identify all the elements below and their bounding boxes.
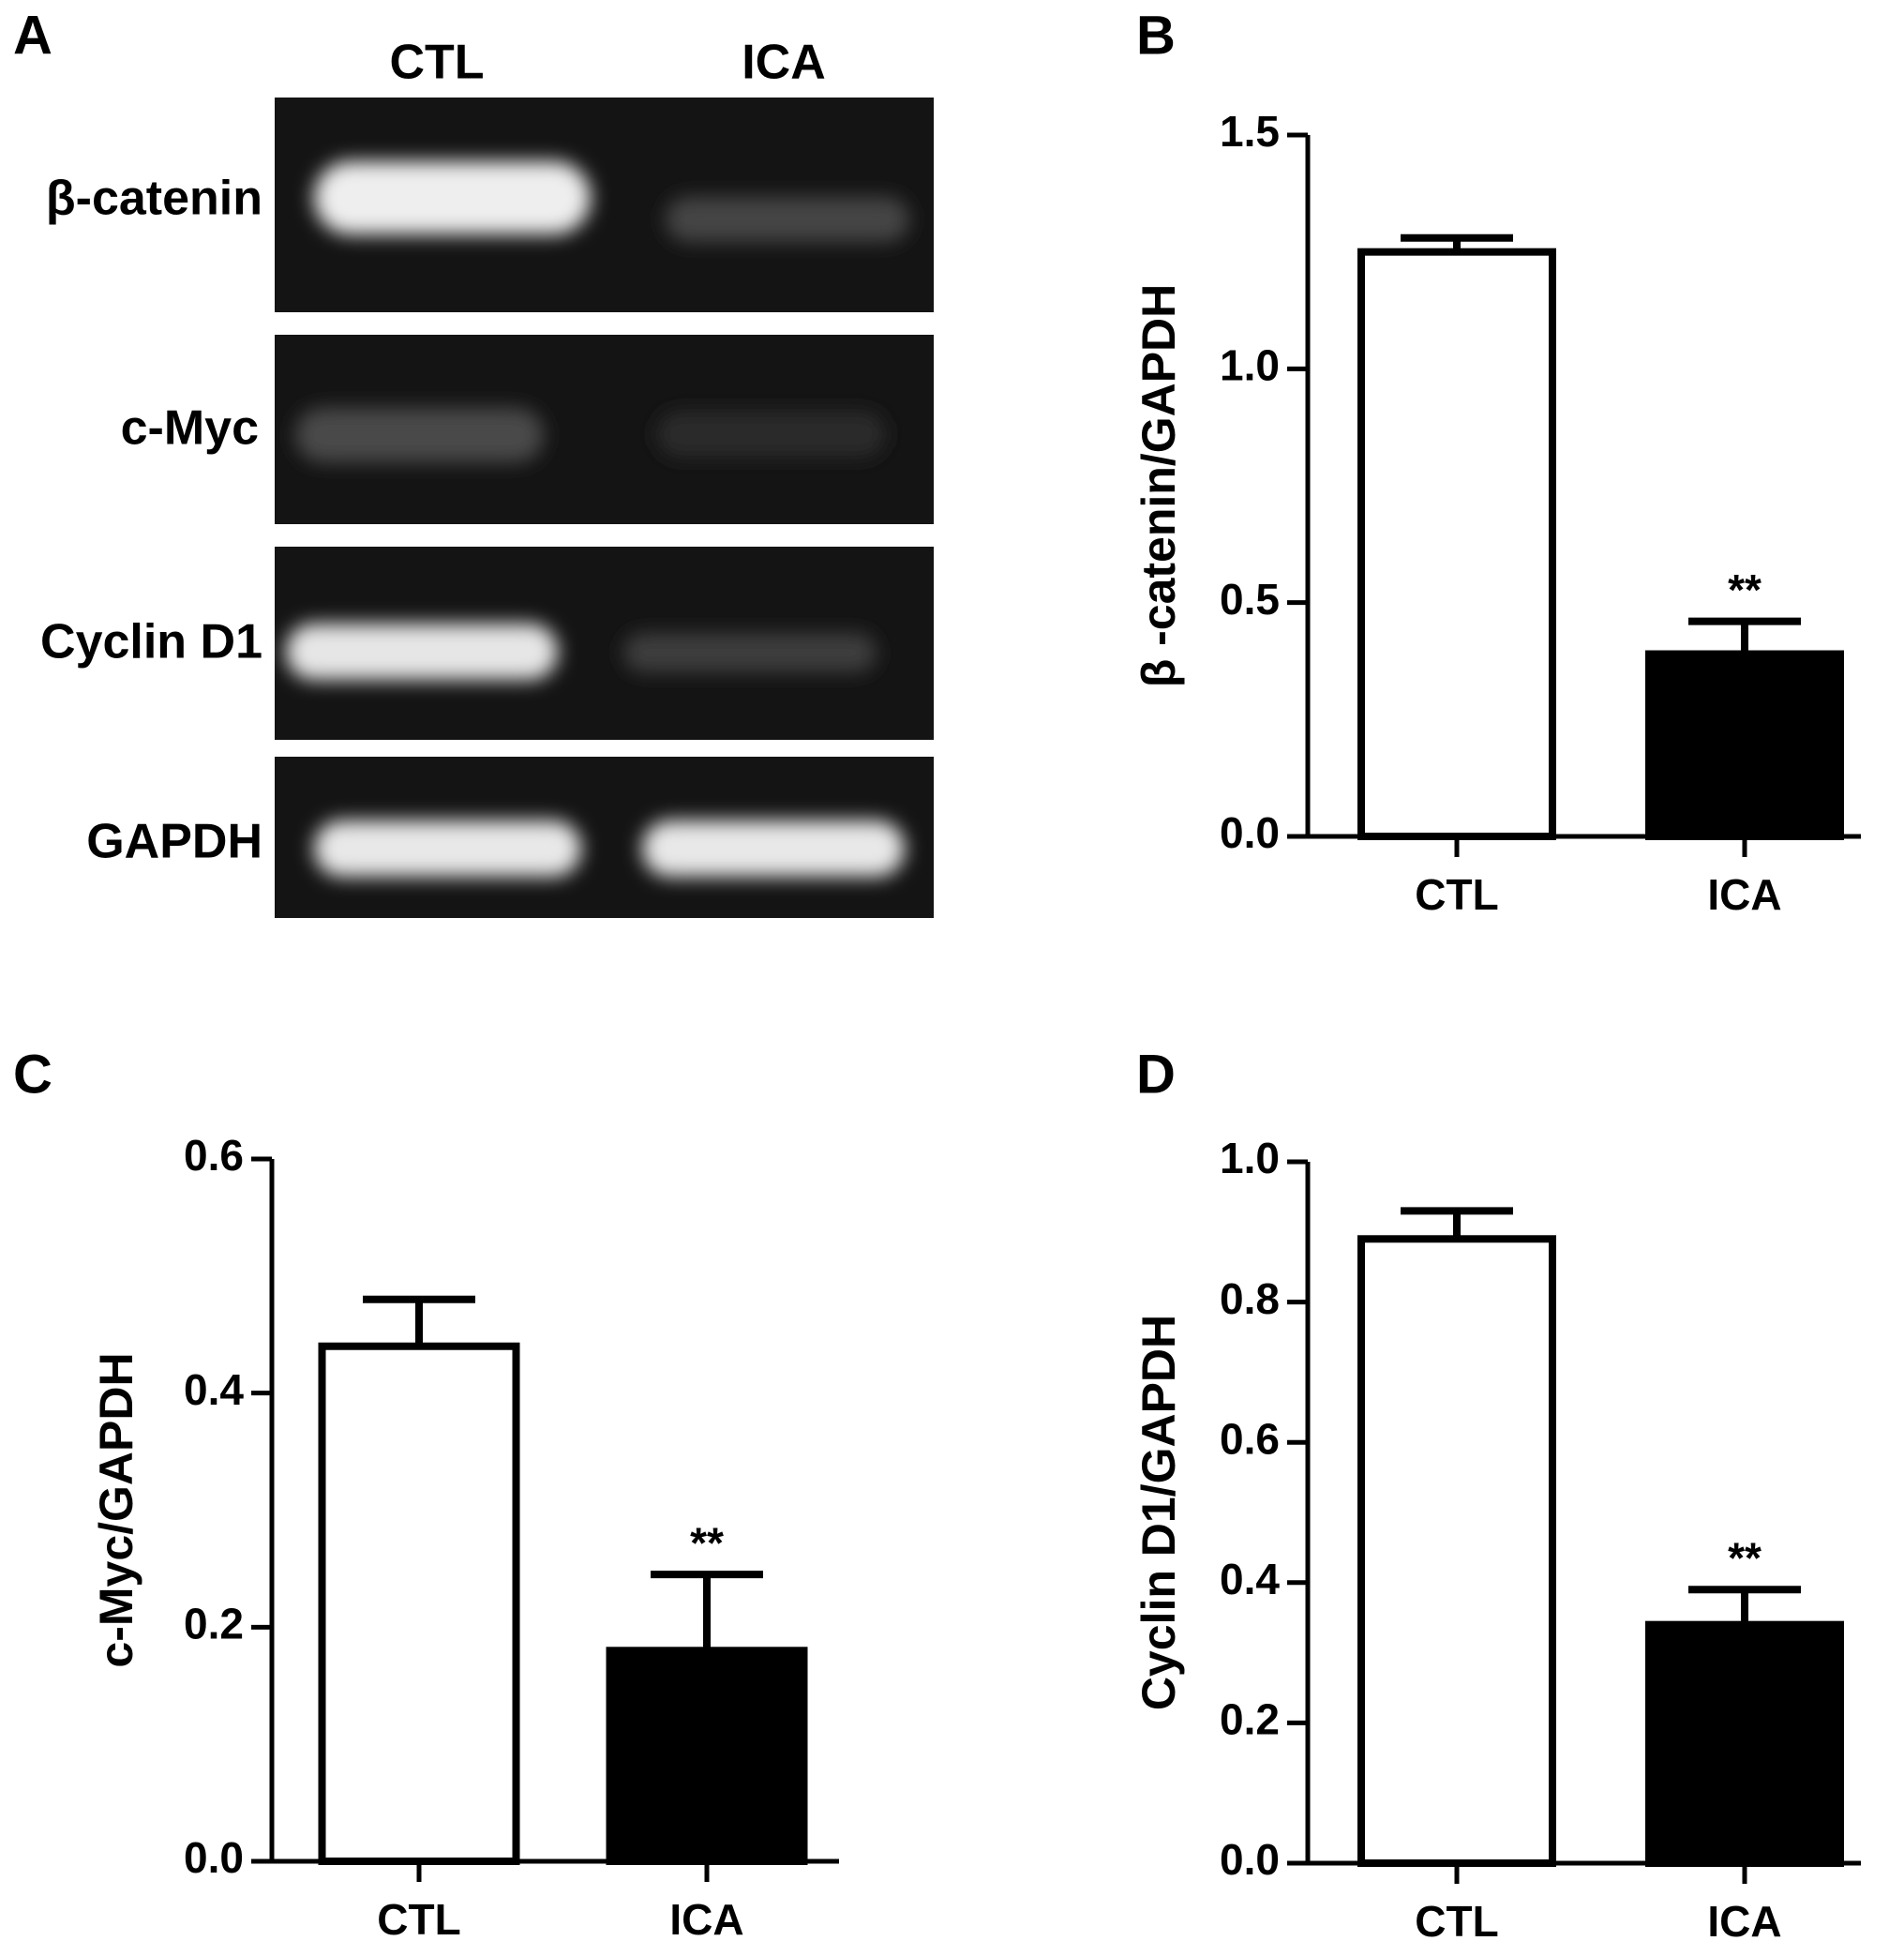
panel-label: D — [1136, 1044, 1176, 1105]
y-tick-label: 0.6 — [184, 1131, 244, 1180]
y-tick-label: 0.8 — [1220, 1274, 1280, 1323]
y-tick-label: 0.2 — [184, 1599, 244, 1648]
gel-band — [656, 411, 886, 458]
gel-band — [286, 624, 558, 680]
panel-label: C — [13, 1044, 52, 1105]
row-label: Cyclin D1 — [40, 615, 262, 670]
row-label: c-Myc — [121, 401, 259, 456]
y-tick-label: 0.0 — [1220, 1835, 1280, 1884]
gel-band — [642, 820, 905, 877]
x-tick-label: ICA — [669, 1895, 743, 1944]
row-label: β-catenin — [46, 172, 262, 226]
bar — [1645, 1620, 1844, 1868]
x-tick-label: CTL — [1415, 1897, 1498, 1946]
y-tick-label: 0.4 — [1220, 1555, 1280, 1603]
bar — [606, 1647, 808, 1866]
y-tick-label: 1.0 — [1220, 340, 1280, 389]
gel-band — [623, 633, 877, 672]
y-axis-title: Cyclin D1/GAPDH — [1132, 1315, 1185, 1710]
y-tick-label: 1.0 — [1220, 1134, 1280, 1182]
x-tick-label: ICA — [1707, 870, 1781, 919]
bar — [318, 1342, 520, 1865]
panel-label: B — [1136, 5, 1176, 66]
gel-band — [314, 161, 591, 234]
significance: ** — [690, 1518, 724, 1567]
bar — [1645, 650, 1844, 841]
y-tick-label: 0.0 — [184, 1833, 244, 1882]
row-label: GAPDH — [86, 815, 262, 869]
significance: ** — [1728, 1533, 1762, 1582]
y-tick-label: 0.2 — [1220, 1695, 1280, 1744]
y-axis-title: c-Myc/GAPDH — [90, 1352, 142, 1667]
lane-label: CTL — [389, 36, 484, 90]
x-tick-label: CTL — [377, 1895, 460, 1944]
y-tick-label: 1.5 — [1220, 107, 1280, 156]
gel-band — [295, 408, 544, 462]
panel-label: A — [13, 5, 52, 66]
x-tick-label: CTL — [1415, 870, 1498, 919]
lane-label: ICA — [742, 36, 826, 90]
y-tick-label: 0.0 — [1220, 808, 1280, 857]
gel-band — [314, 820, 581, 877]
y-tick-label: 0.6 — [1220, 1414, 1280, 1463]
gel-panel: A CTL ICA β-catenin c-Myc Cyclin D1 GAPD… — [13, 5, 934, 918]
y-tick-label: 0.4 — [184, 1365, 244, 1414]
y-axis-title: β -catenin/GAPDH — [1132, 284, 1185, 688]
y-tick-label: 0.5 — [1220, 575, 1280, 624]
bar — [1357, 248, 1556, 840]
gel-band — [666, 197, 909, 242]
bar — [1357, 1235, 1556, 1867]
significance: ** — [1728, 565, 1762, 614]
x-tick-label: ICA — [1707, 1897, 1781, 1946]
